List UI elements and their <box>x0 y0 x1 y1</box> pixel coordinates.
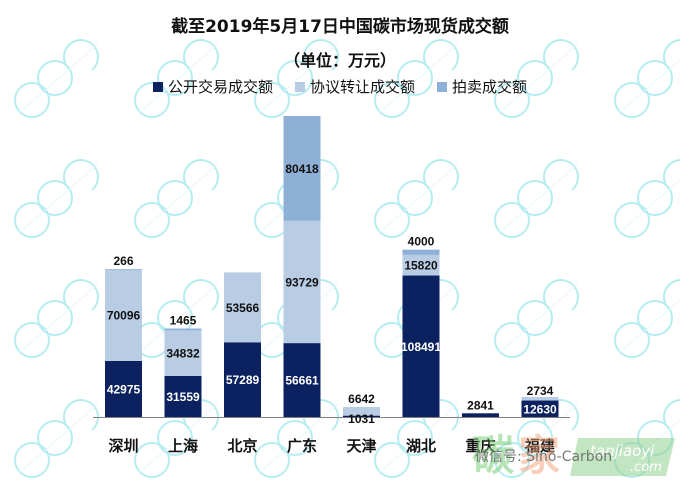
bar-segment-agreement <box>164 330 202 376</box>
bar-segment-public <box>283 343 321 417</box>
data-label: 6642 <box>348 392 375 406</box>
bar-segment-agreement <box>224 272 261 343</box>
data-label: 1031 <box>348 412 375 426</box>
bar-segment-public <box>462 413 499 417</box>
x-tick-label: 福建 <box>524 437 556 455</box>
data-label: 4000 <box>408 235 435 249</box>
bar-segment-agreement <box>402 254 440 276</box>
bar-segment-agreement <box>521 396 559 401</box>
data-label: 70096 <box>107 309 141 323</box>
legend-item-agreement: 协议转让成交额 <box>294 76 415 97</box>
bar-segment-auction <box>164 328 202 331</box>
data-label: 57289 <box>226 373 260 387</box>
legend-label-agreement: 协议转让成交额 <box>309 78 415 96</box>
chart-title: 截至2019年5月17日中国碳市场现货成交额 <box>171 17 509 37</box>
data-label: 15820 <box>404 259 438 273</box>
data-label: 1465 <box>170 314 197 328</box>
bar-segment-public <box>105 360 142 417</box>
bar-segment-public <box>402 275 440 417</box>
bar-segment-public <box>224 342 261 417</box>
legend: 公开交易成交额 协议转让成交额 拍卖成交额 <box>0 76 680 97</box>
data-label: 12630 <box>523 402 557 416</box>
data-label: 108491 <box>401 340 441 354</box>
bar-segment-public <box>521 400 559 417</box>
bar-segment-public <box>343 415 380 417</box>
bar-segment-agreement <box>283 220 321 344</box>
x-tick-label: 湖北 <box>406 437 436 455</box>
legend-swatch-public <box>152 81 163 92</box>
data-label: 80418 <box>285 162 319 176</box>
data-label: 53566 <box>226 301 260 315</box>
data-label: 56661 <box>285 374 319 388</box>
legend-label-auction: 拍卖成交额 <box>452 78 528 96</box>
legend-swatch-auction <box>437 81 447 92</box>
legend-swatch-agreement <box>294 81 305 92</box>
x-tick-label: 广东 <box>287 437 317 455</box>
data-label: 34832 <box>166 347 200 361</box>
bar-segment-public <box>164 375 202 417</box>
data-label: 2841 <box>467 398 494 412</box>
x-tick-label: 北京 <box>227 437 257 455</box>
bar-segment-auction <box>283 116 321 221</box>
bar-segment-auction <box>402 249 440 255</box>
x-tick-label: 天津 <box>346 437 376 455</box>
wechat-id-watermark: 微信号: Sino-Carbon <box>475 449 613 465</box>
legend-item-public: 公开交易成交额 <box>152 76 273 97</box>
bar-segment-agreement <box>105 269 142 361</box>
data-label: 93729 <box>285 275 319 289</box>
data-label: 266 <box>113 254 133 268</box>
x-tick-label: 上海 <box>168 437 198 455</box>
legend-item-auction: 拍卖成交额 <box>437 76 527 97</box>
bar-segment-auction <box>105 269 142 270</box>
data-label: 31559 <box>166 390 200 404</box>
x-tick-label: 重庆 <box>465 437 495 455</box>
x-tick-label: 深圳 <box>108 437 138 455</box>
bar-segment-agreement <box>343 406 380 416</box>
data-label: 2734 <box>527 384 554 398</box>
chart-subtitle: （单位：万元） <box>283 51 396 70</box>
legend-label-public: 公开交易成交额 <box>167 78 273 96</box>
data-label: 42975 <box>107 382 141 396</box>
